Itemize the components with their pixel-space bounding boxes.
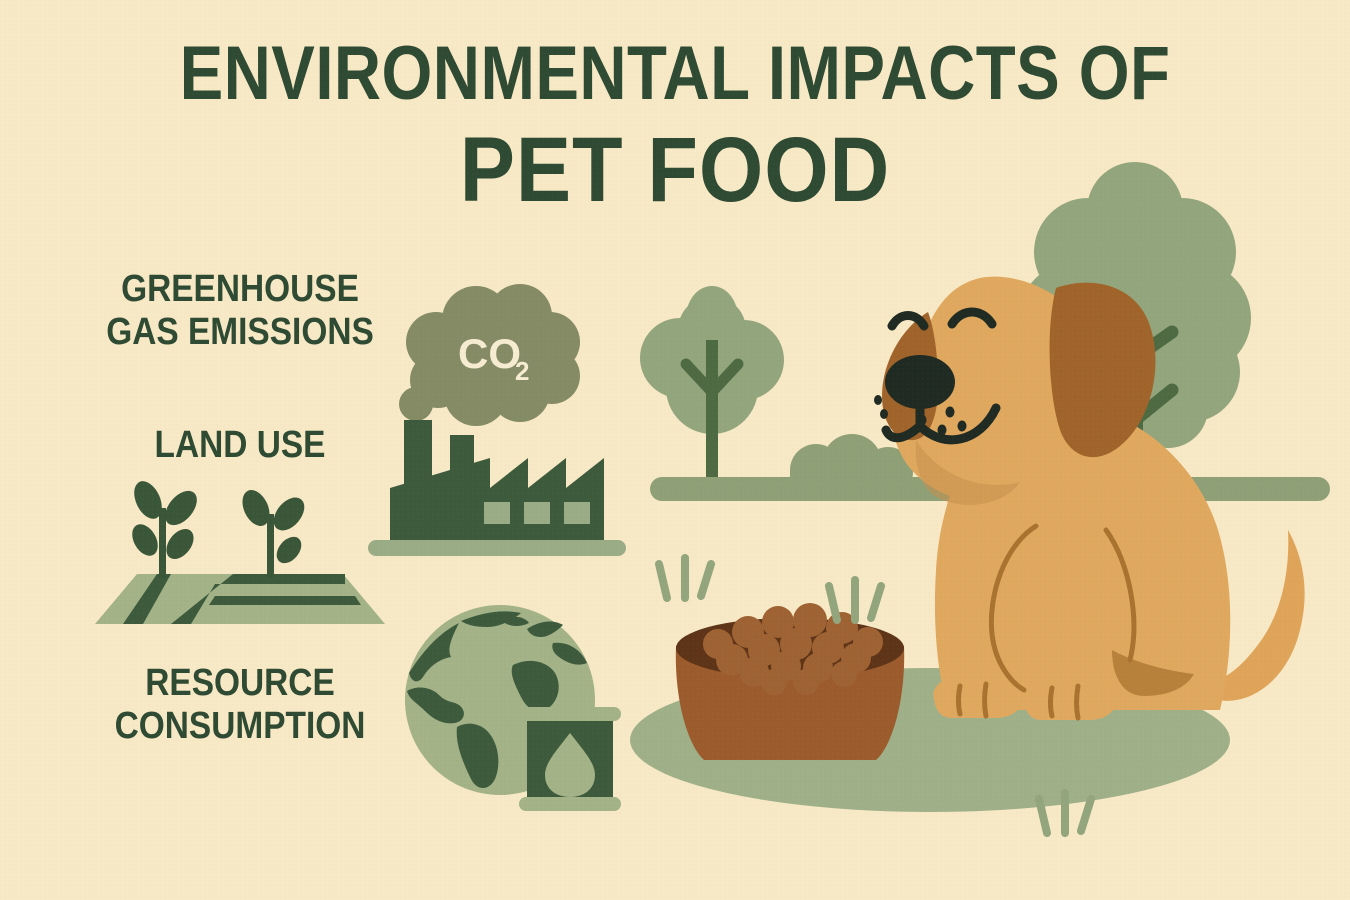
factory-smokestack-icon: CO 2 xyxy=(368,284,626,556)
label-greenhouse-gas-emissions: Greenhouse Gas Emissions xyxy=(106,268,374,353)
factory-windows xyxy=(484,502,590,524)
farm-field-sprouts-icon xyxy=(95,481,385,624)
co2-label: CO xyxy=(458,330,521,377)
globe-water-barrel-icon xyxy=(405,605,621,811)
dog-muzzle-shadow xyxy=(915,440,1020,505)
co2-cloud xyxy=(399,284,580,426)
grass-tuft-left xyxy=(655,554,715,602)
dog-tail xyxy=(1212,530,1305,701)
tree-left xyxy=(640,286,784,492)
field-furrows xyxy=(123,574,361,624)
label-land-use: Land Use xyxy=(154,424,326,466)
grass-tuft-mid xyxy=(825,576,885,624)
sprout-right xyxy=(242,490,305,578)
sitting-dog xyxy=(874,276,1305,721)
dog-nose xyxy=(885,355,955,409)
dog-hind-leg xyxy=(1112,650,1194,696)
grass-tuft-bottom xyxy=(1035,789,1095,837)
dog-food-bowl xyxy=(675,603,905,760)
water-barrel xyxy=(519,707,621,811)
dog-toe-lines xyxy=(956,681,1081,721)
poster-title: Environmental Impacts of Pet Food xyxy=(0,31,1350,222)
dog-eye-left xyxy=(887,311,929,331)
water-droplet-icon xyxy=(545,733,595,797)
dog-freckles xyxy=(874,395,967,436)
factory-base-bar xyxy=(368,540,626,556)
title-line-2: Pet Food xyxy=(459,119,891,222)
dog-body-lines xyxy=(988,523,1137,693)
dog-paw-left xyxy=(933,676,1023,718)
co2-subscript: 2 xyxy=(515,356,529,386)
factory-body xyxy=(390,420,604,540)
dog-paw-right xyxy=(1023,678,1117,720)
title-line-1: Environmental Impacts of xyxy=(179,31,1171,116)
sprout-left xyxy=(132,481,197,578)
label-resource-consumption: Resource Consumption xyxy=(114,662,366,747)
barrel-bottom-rim xyxy=(519,797,621,811)
dog-ear-right xyxy=(1049,282,1156,458)
barrel-top-rim xyxy=(519,707,621,721)
dog-eye-right xyxy=(947,307,997,329)
